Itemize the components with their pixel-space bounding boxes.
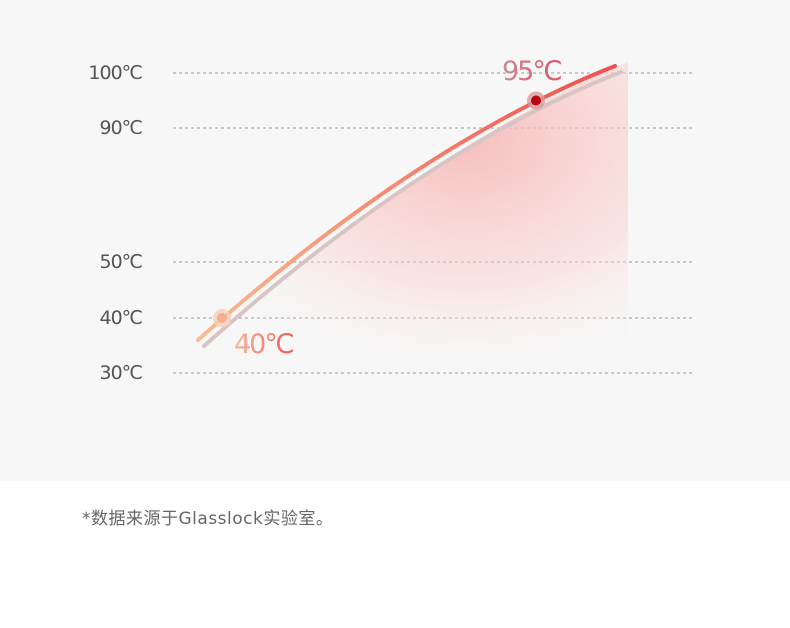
temperature-line: [196, 64, 617, 342]
data-point-95: [531, 95, 541, 106]
data-label-95: 95℃: [502, 56, 563, 87]
y-tick-label: 90℃: [99, 117, 143, 139]
line-shadow: [202, 70, 623, 348]
y-tick-label: 100℃: [88, 62, 143, 84]
data-point-40: [217, 313, 227, 323]
y-tick-label: 30℃: [99, 362, 143, 384]
footnote: *数据来源于Glasslock实验室。: [82, 509, 334, 529]
area-fill: [204, 62, 628, 370]
y-tick-label: 50℃: [99, 251, 143, 273]
data-label-40: 40℃: [234, 329, 295, 360]
chart-svg: [173, 62, 692, 374]
y-tick-label: 40℃: [99, 307, 143, 329]
